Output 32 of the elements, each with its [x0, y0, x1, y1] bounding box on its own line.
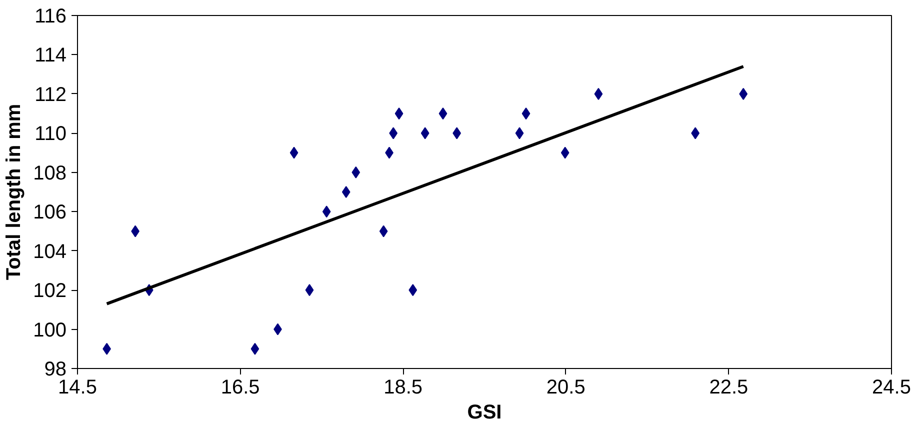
y-tick-label: 110 [34, 123, 67, 146]
point [438, 108, 448, 120]
point [352, 166, 360, 178]
y-tick-label: 114 [34, 44, 67, 67]
y-tick-label: 104 [33, 240, 67, 263]
point [342, 186, 350, 198]
point [739, 88, 748, 100]
point [290, 146, 298, 159]
point [408, 284, 418, 296]
y-axis-title: Total length in mm [3, 104, 26, 280]
x-tick-label: 24.5 [872, 376, 911, 398]
point [560, 146, 570, 159]
x-tick-label: 16.5 [220, 376, 260, 398]
x-tick-label: 20.5 [546, 376, 586, 398]
point [522, 108, 530, 120]
y-tick-label: 102 [33, 280, 67, 302]
y-tick-label: 116 [34, 6, 67, 28]
x-tick-label: 22.5 [709, 376, 748, 398]
y-tick-label: 106 [33, 202, 67, 224]
point [305, 284, 314, 296]
point [594, 88, 603, 100]
point [322, 206, 331, 218]
y-tick-label: 108 [33, 162, 67, 184]
y-tick-label: 112 [34, 84, 67, 106]
point [379, 225, 388, 238]
x-axis-title: GSI [467, 402, 502, 424]
point [394, 108, 404, 120]
point [420, 127, 430, 140]
y-tick-label: 100 [33, 319, 67, 342]
point [250, 342, 260, 355]
point [515, 127, 524, 140]
x-tick-label: 18.5 [384, 376, 423, 398]
